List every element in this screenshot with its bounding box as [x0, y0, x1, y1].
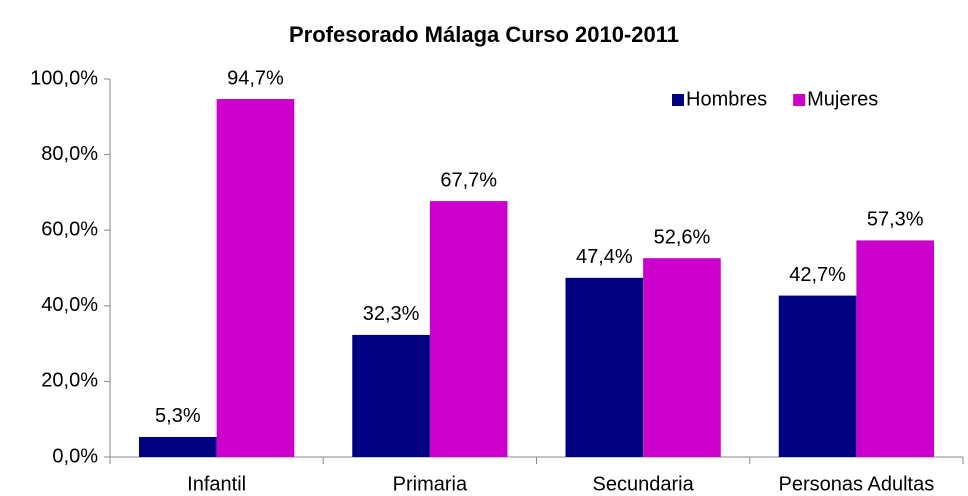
data-label: 94,7%	[227, 67, 284, 89]
bar	[778, 295, 857, 457]
x-tick-label: Secundaria	[593, 473, 695, 495]
x-tick-label: Infantil	[187, 473, 246, 495]
y-tick-label: 60,0%	[41, 218, 98, 240]
data-label: 52,6%	[654, 226, 711, 248]
y-tick-label: 100,0%	[30, 67, 98, 89]
bar	[643, 258, 721, 457]
y-tick-label: 40,0%	[41, 294, 98, 316]
bar	[429, 201, 508, 457]
data-label: 5,3%	[155, 405, 201, 427]
legend-swatch	[793, 94, 806, 106]
y-tick-label: 0,0%	[52, 445, 98, 467]
x-tick-label: Primaria	[393, 473, 468, 495]
bar	[352, 334, 430, 457]
bar	[216, 99, 295, 457]
x-tick-label: Personas Adultas	[779, 473, 935, 495]
chart-title: Profesorado Málaga Curso 2010-2011	[289, 22, 679, 47]
bar	[139, 436, 217, 457]
legend-label: Hombres	[686, 88, 767, 110]
legend-label: Mujeres	[807, 88, 878, 110]
data-label: 32,3%	[363, 303, 420, 325]
y-tick-label: 80,0%	[41, 143, 98, 165]
data-label: 57,3%	[867, 209, 924, 231]
data-label: 67,7%	[440, 169, 497, 191]
data-label: 42,7%	[789, 264, 846, 286]
bar	[856, 240, 934, 457]
legend-swatch	[672, 94, 684, 106]
y-tick-label: 20,0%	[41, 370, 98, 392]
bar	[565, 277, 644, 457]
data-label: 47,4%	[576, 246, 633, 268]
